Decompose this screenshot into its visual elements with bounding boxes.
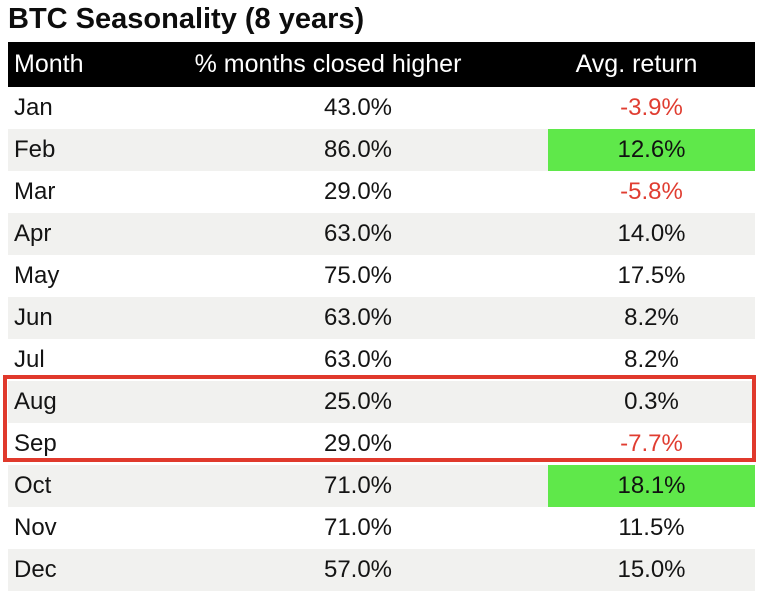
- table-row: Jul 63.0% 8.2%: [8, 339, 755, 381]
- month-cell: Jun: [14, 304, 53, 331]
- closed-higher-cell: 57.0%: [323, 556, 393, 583]
- column-header-month: Month: [14, 50, 84, 78]
- table-row: Dec 57.0% 15.0%: [8, 549, 755, 591]
- closed-higher-cell: 63.0%: [323, 304, 393, 331]
- column-header-closed-higher: % months closed higher: [194, 50, 462, 78]
- avg-return-cell: 8.2%: [624, 346, 679, 373]
- month-cell: Feb: [14, 136, 56, 163]
- table-row: Oct 71.0% 18.1%: [8, 465, 755, 507]
- closed-higher-cell: 29.0%: [323, 430, 393, 457]
- closed-higher-cell: 25.0%: [323, 388, 393, 415]
- table-row: Sep 29.0% -7.7%: [8, 423, 755, 465]
- closed-higher-cell: 75.0%: [323, 262, 393, 289]
- avg-return-cell: 0.3%: [624, 388, 679, 415]
- table-row: Nov 71.0% 11.5%: [8, 507, 755, 549]
- table-row: Mar 29.0% -5.8%: [8, 171, 755, 213]
- page-title: BTC Seasonality (8 years): [8, 3, 365, 35]
- table-header-row: Month % months closed higher Avg. return: [8, 42, 755, 87]
- closed-higher-cell: 86.0%: [323, 136, 393, 163]
- seasonality-table: Month % months closed higher Avg. return…: [8, 42, 755, 591]
- month-cell: Nov: [14, 514, 57, 541]
- month-cell: Dec: [14, 556, 57, 583]
- month-cell: Apr: [14, 220, 52, 247]
- month-cell: Sep: [14, 430, 57, 457]
- closed-higher-cell: 43.0%: [323, 94, 393, 121]
- avg-return-cell: 15.0%: [617, 556, 686, 583]
- closed-higher-cell: 63.0%: [323, 220, 393, 247]
- closed-higher-cell: 63.0%: [323, 346, 393, 373]
- avg-return-cell: 12.6%: [548, 129, 755, 171]
- table-row: Aug 25.0% 0.3%: [8, 381, 755, 423]
- closed-higher-cell: 29.0%: [323, 178, 393, 205]
- table-row: May 75.0% 17.5%: [8, 255, 755, 297]
- avg-return-cell: -7.7%: [620, 430, 683, 457]
- avg-return-cell: 8.2%: [624, 304, 679, 331]
- month-cell: Jul: [14, 346, 45, 373]
- table-body: Jan 43.0% -3.9% Feb 86.0% 12.6% Mar 29.0…: [8, 87, 755, 591]
- closed-higher-cell: 71.0%: [323, 514, 393, 541]
- month-cell: May: [14, 262, 60, 289]
- closed-higher-cell: 71.0%: [323, 472, 393, 499]
- month-cell: Mar: [14, 178, 56, 205]
- avg-return-cell: 11.5%: [618, 514, 685, 541]
- month-cell: Aug: [14, 388, 57, 415]
- table-row: Apr 63.0% 14.0%: [8, 213, 755, 255]
- table-row: Feb 86.0% 12.6%: [8, 129, 755, 171]
- table-row: Jun 63.0% 8.2%: [8, 297, 755, 339]
- table-row: Jan 43.0% -3.9%: [8, 87, 755, 129]
- avg-return-cell: 18.1%: [548, 465, 755, 507]
- column-header-avg-return: Avg. return: [575, 50, 698, 78]
- avg-return-cell: -5.8%: [620, 178, 683, 205]
- avg-return-cell: 17.5%: [617, 262, 686, 289]
- avg-return-cell: 14.0%: [617, 220, 686, 247]
- avg-return-cell: -3.9%: [620, 94, 683, 121]
- month-cell: Oct: [14, 472, 52, 499]
- month-cell: Jan: [14, 94, 53, 121]
